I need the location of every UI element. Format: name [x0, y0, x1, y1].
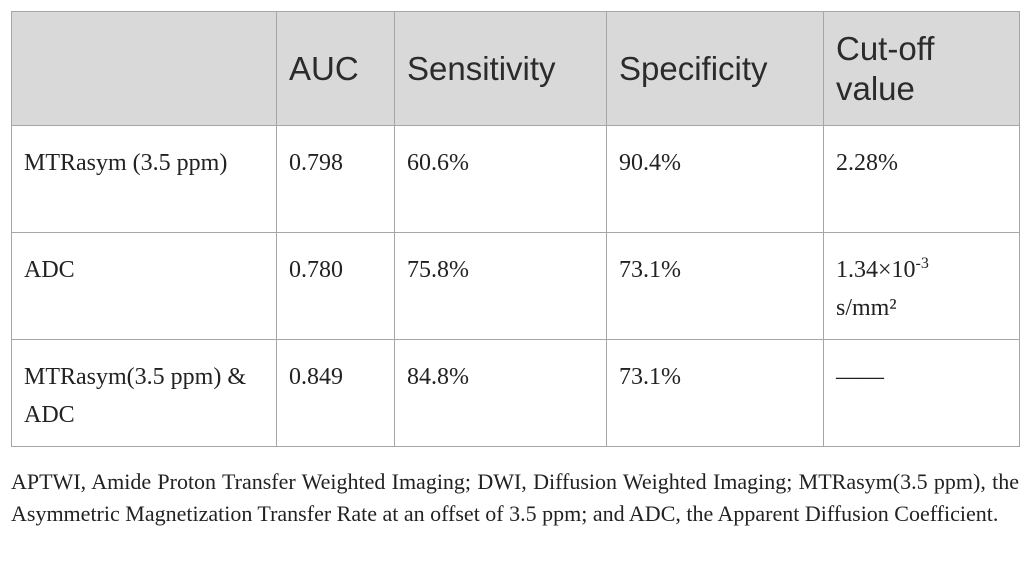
header-cell — [11, 11, 277, 126]
table-row: MTRasym(3.5 ppm) & ADC 0.849 84.8% 73.1% —— — [11, 339, 1020, 447]
header-cell: Sensitivity — [394, 11, 607, 126]
table-cell: MTRasym (3.5 ppm) — [11, 125, 277, 233]
table-cell: 73.1% — [606, 339, 824, 447]
table-cell: 60.6% — [394, 125, 607, 233]
table-row: MTRasym (3.5 ppm) 0.798 60.6% 90.4% 2.28% — [11, 125, 1020, 233]
table-cell: 0.849 — [276, 339, 395, 447]
table-cell: 90.4% — [606, 125, 824, 233]
table-cell: MTRasym(3.5 ppm) & ADC — [11, 339, 277, 447]
table-cell: 2.28% — [823, 125, 1020, 233]
cell-text: 1.34×10 — [836, 257, 916, 283]
table-cell: 0.798 — [276, 125, 395, 233]
header-cell: AUC — [276, 11, 395, 126]
table-cell: 0.780 — [276, 232, 395, 340]
table-row: ADC 0.780 75.8% 73.1% 1.34×10-3 s/mm² — [11, 232, 1020, 340]
table-body: MTRasym (3.5 ppm) 0.798 60.6% 90.4% 2.28% ADC… — [11, 125, 1020, 447]
table-cell: 75.8% — [394, 232, 607, 340]
table-cell: —— — [823, 339, 1020, 447]
table-cell: ADC — [11, 232, 277, 340]
table-cell: 73.1% — [606, 232, 824, 340]
footnote: APTWI, Amide Proton Transfer Weighted Im… — [11, 469, 1019, 526]
header-cell: Specificity — [606, 11, 824, 126]
results-table: AUC Sensitivity Specificity Cut-off value M… — [11, 11, 1020, 447]
table-cell: 84.8% — [394, 339, 607, 447]
header-cell: Cut-off value — [823, 11, 1020, 126]
header-row: AUC Sensitivity Specificity Cut-off value — [11, 11, 1020, 126]
cell-superscript: -3 — [915, 255, 929, 272]
table-cell: 1.34×10-3 s/mm² — [823, 232, 1020, 340]
cell-unit: s/mm² — [836, 295, 897, 321]
